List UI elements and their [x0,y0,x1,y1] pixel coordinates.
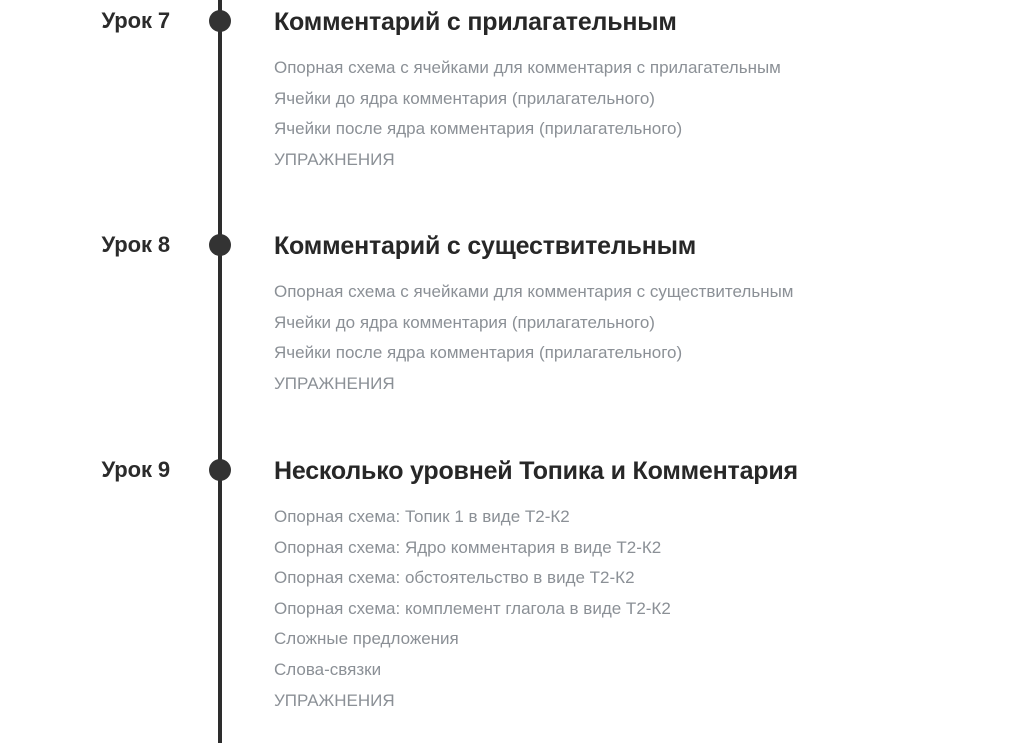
lesson-topic-list: Опорная схема с ячейками для комментария… [274,53,1017,175]
list-item: Опорная схема с ячейками для комментария… [274,58,781,77]
timeline-vertical-line [217,0,222,743]
list-item: Ячейки после ядра комментария (прилагате… [274,119,683,139]
list-item: Опорная схема: Ядро комментария в виде Т… [274,537,662,557]
list-item: Сложные предложения [274,629,459,649]
lesson-number-label: Урок 9 [101,457,171,482]
lesson-content: Комментарий с прилагательным Опорная схе… [274,8,1017,175]
list-item: Ячейки до ядра комментария (прилагательн… [274,312,655,332]
list-item: УПРАЖНЕНИЯ [274,149,395,169]
lesson-title: Комментарий с прилагательным [274,8,677,36]
list-item: Опорная схема: обстоятельство в виде Т2-… [274,568,635,588]
list-item: УПРАЖНЕНИЯ [274,373,395,393]
lesson-number-label: Урок 8 [101,232,171,257]
lesson-content: Комментарий с существительным Опорная сх… [274,232,1017,399]
lesson-title: Несколько уровней Топика и Комментария [274,457,798,485]
timeline-dot-icon [208,234,231,256]
list-item: Опорная схема: Топик 1 в виде Т2-К2 [274,507,570,526]
list-item: Опорная схема с ячейками для комментария… [274,282,794,301]
list-item: Слова-связки [274,659,382,679]
lesson-topic-list: Опорная схема: Топик 1 в виде Т2-К2 Опор… [274,502,1017,716]
list-item: Опорная схема: комплемент глагола в виде… [274,598,671,618]
lesson-title: Комментарий с существительным [274,232,697,260]
lesson-number-label: Урок 7 [101,8,171,33]
timeline-dot-icon [208,10,231,32]
list-item: Ячейки после ядра комментария (прилагате… [274,343,683,363]
list-item: УПРАЖНЕНИЯ [274,690,395,710]
lesson-topic-list: Опорная схема с ячейками для комментария… [274,277,1017,399]
lesson-content: Несколько уровней Топика и Комментария О… [274,457,1017,716]
timeline-dot-icon [208,459,231,481]
list-item: Ячейки до ядра комментария (прилагательн… [274,88,655,108]
